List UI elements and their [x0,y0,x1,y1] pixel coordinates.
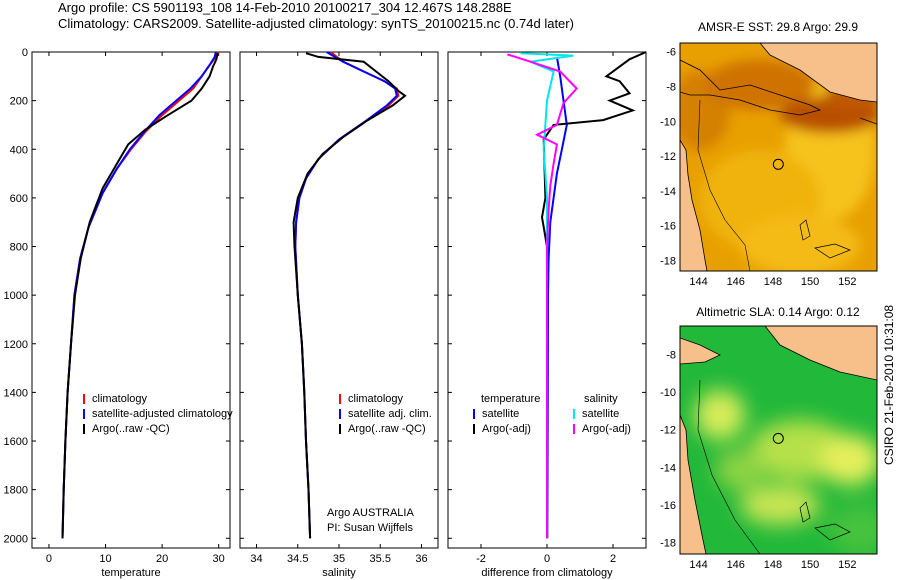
salinity-xtick-label: 36 [415,553,427,565]
salinity-legend-label: satellite adj. clim. [348,408,432,420]
sla-map-ytick-label: -16 [660,500,676,512]
salinity-legend-label: climatology [348,393,404,405]
salinity-series-argo-raw-qc- [292,52,407,539]
sst-map-title: AMSR-E SST: 29.8 Argo: 29.9 [698,20,858,34]
salinity-xtick-label: 35 [333,553,345,565]
temperature-xtick-label: 30 [213,553,225,565]
header-line-2: Climatology: CARS2009. Satellite-adjuste… [58,16,574,31]
depth-tick-label: 1600 [4,436,28,448]
float-owner: Argo AUSTRALIA [327,507,414,519]
sst-map [680,43,877,271]
depth-tick-label: 2000 [4,533,28,545]
credit-label: CSIRO 21-Feb-2010 10:31:08 [882,304,896,465]
salinity-xtick-label: 34.5 [287,553,308,565]
sla-map-xtick-label: 144 [689,559,707,571]
depth-tick-label: 400 [10,144,28,156]
diff-temperature-legend-label: satellite [482,408,519,420]
sla-map-xtick-label: 152 [838,559,856,571]
salinity-xtick-label: 35.5 [370,553,391,565]
sst-map-ytick-label: -14 [660,186,676,198]
sla-map-frame [679,325,878,555]
sst-map-ytick-label: -18 [660,256,676,268]
sla-map-ytick-label: -18 [660,538,676,550]
sla-map-xtick-label: 148 [764,559,782,571]
salinity-xlabel: salinity [322,567,356,579]
salinity-series-climatology [294,51,400,539]
temperature-series-satellite-adjusted-climatology [61,51,217,539]
depth-tick-label: 1200 [4,339,28,351]
difference-xlabel: difference from climatology [481,567,613,579]
difference-series-temperature-argo-adj- [540,51,647,539]
diff-legend-temperature-title: temperature [481,393,540,405]
difference-xtick-label: 2 [610,553,616,565]
sla-map-xtick-label: 146 [727,559,745,571]
diff-salinity-legend-label: Argo(-adj) [582,423,631,435]
temperature-legend-label: Argo(..raw -QC) [92,423,170,435]
sla-map-ytick-label: -14 [660,462,676,474]
sst-map-xtick-label: 144 [689,276,707,288]
salinity-legend-label: Argo(..raw -QC) [348,423,426,435]
sst-map-xtick-label: 148 [764,276,782,288]
sst-map-ytick-label: -16 [660,221,676,233]
temperature-xtick-label: 10 [99,553,111,565]
depth-tick-label: 0 [22,47,28,59]
temperature-xtick-label: 20 [156,553,168,565]
depth-tick-label: 1400 [4,387,28,399]
sst-map-xtick-label: 150 [801,276,819,288]
depth-tick-label: 1800 [4,485,28,497]
sst-map-xtick-label: 146 [727,276,745,288]
salinity-series-satellite-adj-clim- [294,51,398,539]
temperature-xlabel: temperature [101,567,160,579]
temperature-series-argo-raw-qc- [61,53,219,539]
sla-map-title: Altimetric SLA: 0.14 Argo: 0.12 [696,305,860,319]
float-pi: PI: Susan Wijffels [327,522,413,534]
temperature-plot-frame [31,51,231,549]
difference-xtick-label: -2 [476,553,486,565]
sst-map-xtick-label: 152 [838,276,856,288]
temperature-legend: climatology satellite-adjusted climatolog… [83,393,233,435]
temperature-series-climatology [61,51,220,539]
salinity-plot-frame [239,51,439,549]
diff-salinity-legend-label: satellite [582,408,619,420]
depth-tick-label: 600 [10,193,28,205]
sst-map-ytick-label: -8 [666,82,676,94]
sst-map-frame [679,42,878,272]
difference-series-salinity-argo-adj- [507,53,579,539]
depth-tick-label: 200 [10,96,28,108]
diff-legend-salinity-title: salinity [584,393,618,405]
sla-map-ytick-label: -8 [666,349,676,361]
sla-map-ytick-label: -12 [660,425,676,437]
temperature-xtick-label: 0 [46,553,52,565]
depth-tick-label: 800 [10,242,28,254]
header-line-1: Argo profile: CS 5901193_108 14-Feb-2010… [58,0,512,15]
sla-map-xtick-label: 150 [801,559,819,571]
sst-map-ytick-label: -6 [666,47,676,59]
sst-argo-marker [772,158,784,170]
temperature-legend-label: climatology [92,393,148,405]
depth-tick-label: 1000 [4,290,28,302]
diff-temperature-legend-label: Argo(-adj) [482,423,531,435]
sla-map-ytick-label: -10 [660,387,676,399]
salinity-xtick-label: 34 [250,553,262,565]
difference-xtick-label: 0 [544,553,550,565]
temperature-legend-label: satellite-adjusted climatology [92,408,233,420]
sst-map-ytick-label: -12 [660,151,676,163]
sla-map [680,326,877,554]
sla-argo-marker [772,432,784,444]
sst-map-ytick-label: -10 [660,116,676,128]
